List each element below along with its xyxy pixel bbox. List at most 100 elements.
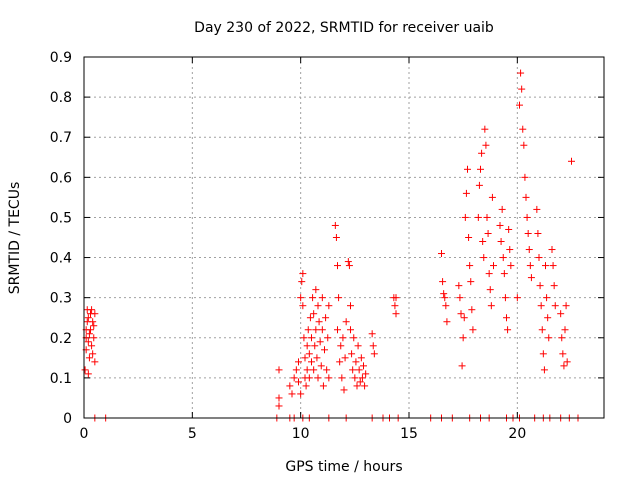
data-point <box>464 165 471 173</box>
data-point <box>325 302 333 310</box>
data-point <box>354 342 362 350</box>
data-point <box>299 270 307 278</box>
data-point <box>275 394 283 402</box>
data-point <box>484 229 492 237</box>
data-point <box>318 294 326 302</box>
data-point <box>558 334 566 342</box>
data-point <box>303 342 311 350</box>
data-point <box>561 326 569 334</box>
data-point <box>560 362 568 370</box>
data-point <box>347 302 354 310</box>
data-point <box>478 149 486 157</box>
data-point <box>519 125 527 133</box>
data-point <box>331 221 339 229</box>
data-point <box>550 282 558 290</box>
data-point <box>482 141 490 149</box>
y-axis-label: SRMTID / TECUs <box>7 182 23 295</box>
plot-frame <box>83 56 605 419</box>
data-point <box>341 354 349 362</box>
data-point <box>549 262 557 270</box>
data-point <box>302 382 310 390</box>
data-point <box>392 310 400 318</box>
data-point <box>84 370 92 378</box>
data-point <box>345 262 353 270</box>
data-point <box>500 270 508 278</box>
data-point <box>535 254 543 262</box>
y-tick-label: 0 <box>63 411 72 427</box>
data-point <box>485 270 493 278</box>
data-point <box>557 310 565 318</box>
data-point <box>439 278 447 286</box>
data-point <box>352 358 360 366</box>
data-point <box>477 165 484 173</box>
data-point <box>299 302 307 310</box>
data-point <box>337 342 345 350</box>
data-point <box>539 350 547 358</box>
data-point <box>347 326 354 334</box>
data-point <box>353 382 361 390</box>
data-point <box>288 390 296 398</box>
data-point <box>521 173 529 181</box>
data-point <box>488 193 496 201</box>
data-point <box>506 246 514 254</box>
data-point <box>469 326 477 334</box>
data-point <box>483 213 491 221</box>
data-point <box>457 310 465 318</box>
data-point <box>438 250 445 258</box>
data-point <box>336 358 344 366</box>
data-point <box>348 350 356 358</box>
data-point <box>467 278 475 286</box>
y-tick-label: 0.9 <box>50 50 72 66</box>
data-point <box>527 274 535 282</box>
data-point <box>89 318 97 326</box>
data-point <box>310 310 318 318</box>
data-point <box>355 366 363 374</box>
data-point <box>314 374 322 382</box>
y-tick-label: 0.2 <box>50 331 72 347</box>
data-point <box>526 262 534 270</box>
data-point <box>536 282 544 290</box>
data-point <box>290 374 298 382</box>
data-point <box>88 342 96 350</box>
data-point <box>342 318 350 326</box>
data-point <box>358 374 366 382</box>
data-point <box>538 326 546 334</box>
data-point <box>85 354 93 362</box>
y-tick-label: 0.8 <box>50 90 72 106</box>
data-point <box>85 330 93 338</box>
data-point <box>275 366 283 374</box>
x-tick-labels: 0 5 10 15 20 <box>80 426 527 442</box>
data-point <box>562 302 570 310</box>
data-point <box>305 350 313 358</box>
data-point <box>335 294 343 302</box>
y-tick-label: 0.4 <box>50 251 72 267</box>
x-tick-label: 0 <box>80 426 89 442</box>
data-point <box>310 366 318 374</box>
data-point <box>442 302 450 310</box>
data-point <box>392 294 400 302</box>
data-point <box>90 334 98 342</box>
data-point <box>456 294 464 302</box>
x-tick-label: 5 <box>188 426 197 442</box>
data-point <box>523 213 531 221</box>
data-point <box>300 334 308 342</box>
data-point <box>551 302 559 310</box>
data-point <box>344 258 352 266</box>
data-point <box>498 205 506 213</box>
data-point <box>360 362 367 370</box>
data-point <box>370 350 378 358</box>
data-point <box>533 205 541 213</box>
data-point <box>522 193 530 201</box>
y-tick-label: 0.7 <box>50 130 72 146</box>
data-point <box>308 334 315 342</box>
data-point <box>84 314 92 322</box>
x-axis-label: GPS time / hours <box>285 459 402 475</box>
data-point <box>324 334 332 342</box>
data-point <box>474 213 482 221</box>
data-point <box>461 213 469 221</box>
data-point <box>295 378 302 386</box>
x-tick-label: 20 <box>508 426 526 442</box>
data-point <box>518 85 526 93</box>
data-point <box>356 378 364 386</box>
